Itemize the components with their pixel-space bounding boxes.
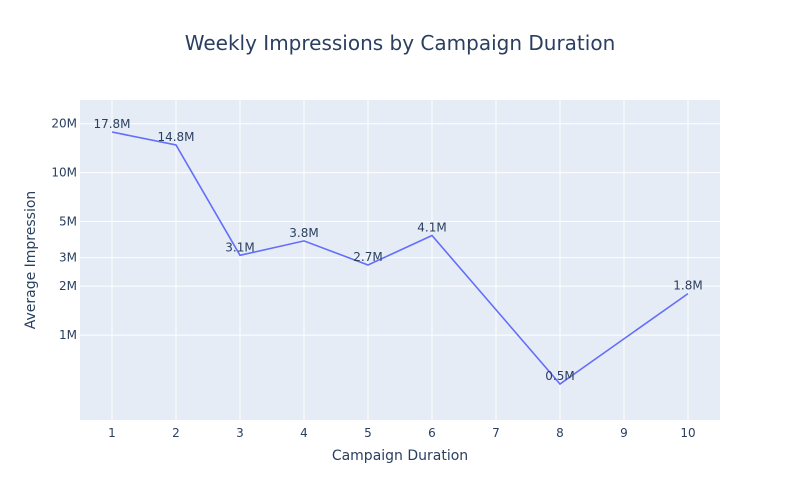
data-label: 2.7M (353, 250, 382, 264)
data-labels: 17.8M 14.8M 3.1M 3.8M 2.7M 4.1M 0.5M 1.8M (93, 117, 702, 383)
x-tick-label: 5 (364, 426, 372, 440)
y-tick-label: 3M (59, 251, 77, 265)
plot-area (80, 100, 720, 420)
y-tick-label: 2M (59, 279, 77, 293)
data-label: 17.8M (93, 117, 130, 131)
x-tick-label: 3 (236, 426, 244, 440)
x-tick-label: 6 (428, 426, 436, 440)
x-tick-label: 2 (172, 426, 180, 440)
x-axis-title: Campaign Duration (332, 448, 468, 464)
x-tick-label: 9 (620, 426, 628, 440)
y-tick-label: 5M (59, 215, 77, 229)
x-tick-label: 4 (300, 426, 308, 440)
data-label: 0.5M (545, 369, 574, 383)
y-tick-label: 20M (51, 117, 77, 131)
grid-lines (80, 100, 720, 420)
x-tick-label: 8 (556, 426, 564, 440)
data-label: 3.1M (225, 240, 254, 254)
x-tick-label: 10 (680, 426, 695, 440)
data-label: 1.8M (673, 279, 702, 293)
data-label: 3.8M (289, 226, 318, 240)
data-label: 4.1M (417, 221, 446, 235)
y-tick-label: 1M (59, 328, 77, 342)
y-tick-label: 10M (51, 166, 77, 180)
series-layer (111, 131, 689, 386)
x-tick-label: 7 (492, 426, 500, 440)
series-line (111, 131, 689, 386)
data-label: 14.8M (157, 130, 194, 144)
chart-title: Weekly Impressions by Campaign Duration (185, 31, 616, 55)
x-tick-label: 1 (108, 426, 116, 440)
y-axis-title: Average Impression (23, 191, 39, 330)
axis-ticks: 1 2 3 4 5 6 7 8 9 10 1M 2M 3M 5M 10M 20M (51, 117, 695, 440)
